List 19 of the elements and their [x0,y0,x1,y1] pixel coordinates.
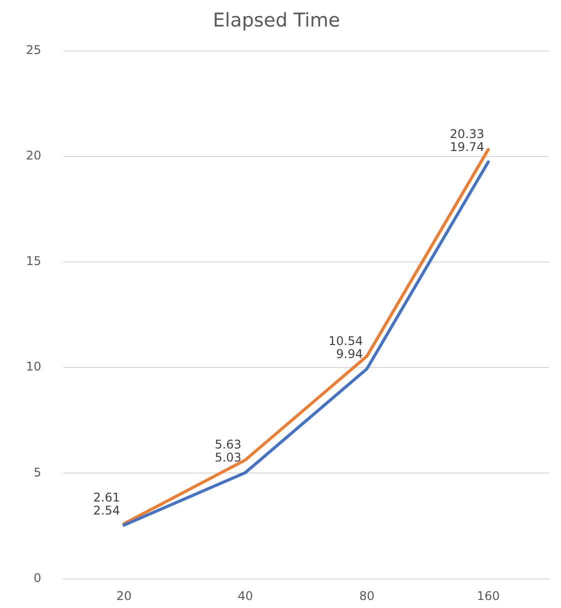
data-label: 19.74 [450,140,484,154]
x-tick-label: 20 [116,589,132,604]
data-label: 2.54 [93,503,120,518]
y-tick-label: 5 [34,465,42,480]
y-tick-label: 25 [26,42,42,57]
data-label: 5.03 [214,450,242,465]
data-label: 9.94 [336,346,363,361]
x-tick-label: 160 [476,589,500,604]
y-tick-label: 10 [26,360,42,374]
x-tick-label: 80 [359,589,374,604]
y-tick-label: 0 [34,570,42,585]
chart-title: Elapsed Time [212,9,340,32]
x-tick-label: 40 [238,589,254,604]
y-tick-label: 15 [26,254,42,268]
y-tick-label: 20 [26,148,42,163]
data-label: 20.33 [450,127,484,142]
data-label: 2.61 [93,490,120,504]
data-label: 5.63 [214,438,242,452]
data-label: 10.54 [328,334,363,348]
